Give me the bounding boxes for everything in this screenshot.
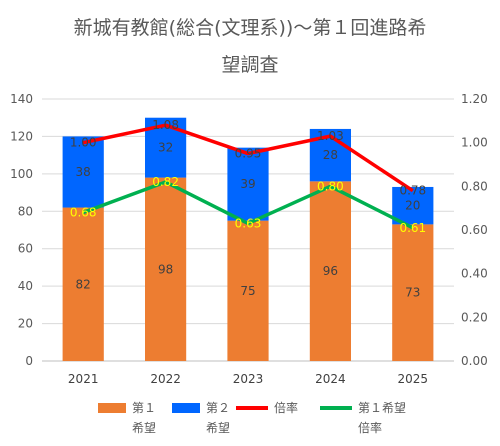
bar-data-label: 38	[76, 165, 91, 179]
x-tick-label: 2023	[233, 372, 264, 386]
y-left-tick-label: 0	[25, 354, 33, 368]
bar-first-choice	[227, 220, 269, 361]
line-data-label: 1.03	[317, 129, 344, 143]
bar-first-choice	[309, 181, 351, 361]
bar-data-label: 20	[405, 199, 420, 213]
line-data-label: 0.78	[399, 184, 426, 198]
x-tick-label: 2025	[398, 372, 429, 386]
bar-data-label: 82	[76, 277, 91, 291]
bar-data-label: 73	[405, 286, 420, 300]
x-tick-label: 2024	[315, 372, 346, 386]
y-right-tick-label: 0.80	[461, 179, 488, 193]
y-right-tick-label: 0.20	[461, 310, 488, 324]
line-data-label: 1.00	[70, 136, 97, 150]
line-data-label: 0.95	[235, 147, 262, 161]
bar-first-choice	[145, 177, 187, 361]
y-left-tick-label: 20	[18, 317, 33, 331]
line-ratio	[82, 123, 414, 193]
bar-data-label: 96	[323, 264, 338, 278]
line-data-label: 0.82	[152, 175, 179, 189]
y-left-tick-label: 100	[10, 167, 33, 181]
line-data-label: 0.61	[399, 221, 426, 235]
data-labels: 82 38 98 32 75 39 96 28 73 20 1.00 1.08 0.95 1.03 0.78…	[70, 118, 426, 299]
line-data-label: 1.08	[152, 118, 179, 132]
line-first-choice-ratio	[82, 180, 414, 230]
line-data-label: 0.80	[317, 179, 344, 193]
bar-second-choice	[392, 186, 434, 225]
y-right-tick-label: 0.40	[461, 267, 488, 281]
y-left-tick-label: 60	[18, 242, 33, 256]
bar-data-label: 75	[240, 284, 255, 298]
bar-data-label: 32	[158, 141, 173, 155]
line-data-label: 0.68	[70, 206, 97, 220]
bar-data-label: 98	[158, 262, 173, 276]
x-tick-label: 2021	[68, 372, 99, 386]
legend-swatch	[98, 403, 126, 413]
bar-data-label: 39	[240, 177, 255, 191]
y-left-tick-label: 80	[18, 204, 33, 218]
chart-title-line-1: 新城有教館(総合(文理系))～第１回進路希	[74, 17, 427, 39]
x-tick-label: 2022	[150, 372, 181, 386]
y-right-tick-label: 1.00	[461, 136, 488, 150]
x-axis: 2021 2022 2023 2024 2025	[68, 372, 428, 386]
legend-label: 倍率	[358, 420, 382, 435]
bar-second-choice	[62, 136, 104, 208]
y-axis-left: 0 20 40 60 80 100 120 140	[10, 92, 33, 368]
legend-label: 希望	[132, 420, 156, 435]
legend-swatch	[172, 403, 200, 413]
bar-series	[62, 117, 434, 361]
bar-first-choice	[62, 207, 104, 361]
chart-title-line-2: 望調査	[221, 54, 278, 76]
y-right-tick-label: 1.20	[461, 92, 488, 106]
legend-label: 第２	[206, 401, 230, 415]
y-left-tick-label: 40	[18, 279, 33, 293]
y-right-tick-label: 0.00	[461, 354, 488, 368]
legend-label: 第１希望	[358, 400, 406, 415]
y-axis-right: 0.00 0.20 0.40 0.60 0.80 1.00 1.20	[461, 92, 488, 368]
line-data-label: 0.63	[235, 216, 262, 230]
y-left-tick-label: 120	[10, 129, 33, 143]
bar-second-choice	[227, 147, 269, 221]
legend-label: 倍率	[274, 400, 298, 415]
y-right-tick-label: 0.60	[461, 223, 488, 237]
legend-label: 第１	[132, 401, 156, 415]
bar-first-choice	[392, 224, 434, 361]
bar-data-label: 28	[323, 148, 338, 162]
y-left-tick-label: 140	[10, 92, 33, 106]
line-series	[82, 123, 414, 230]
legend-label: 希望	[206, 420, 230, 435]
